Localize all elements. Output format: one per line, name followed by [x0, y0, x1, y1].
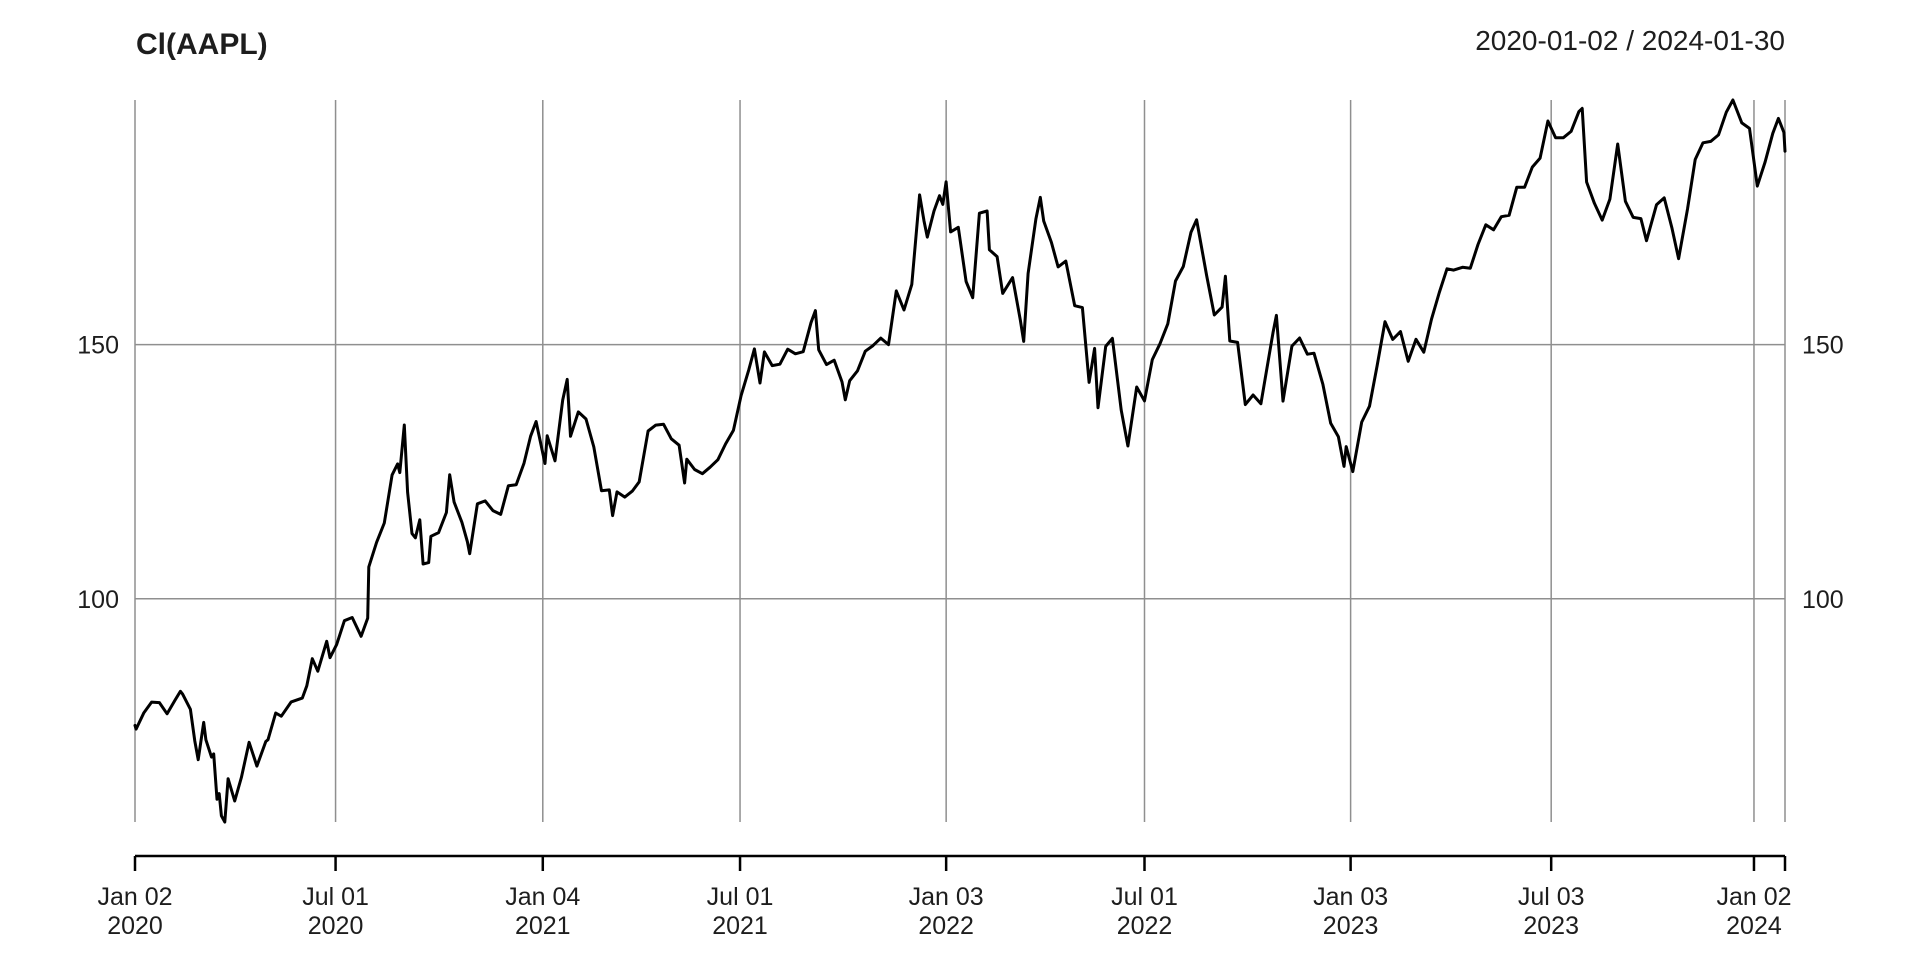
- x-tick-label-month: Jan 02: [1716, 883, 1791, 911]
- x-tick-label-year: 2022: [1117, 912, 1173, 940]
- price-line: [133, 98, 1787, 824]
- y-axis-label-left: 150: [77, 332, 119, 360]
- x-tick-label-year: 2023: [1523, 912, 1579, 940]
- x-tick-label-year: 2022: [918, 912, 974, 940]
- x-tick-label-month: Jul 01: [707, 883, 774, 911]
- y-axis-label-right: 150: [1802, 332, 1844, 360]
- y-axis-label-right: 100: [1802, 586, 1844, 614]
- x-tick-label-month: Jul 01: [302, 883, 369, 911]
- grid-layer: [134, 100, 1786, 822]
- x-tick-label-year: 2020: [107, 912, 163, 940]
- chart-title: Cl(AAPL): [136, 28, 268, 61]
- x-tick-label-month: Jan 04: [505, 883, 580, 911]
- x-tick-label-year: 2024: [1726, 912, 1782, 940]
- x-tick-label-month: Jan 02: [97, 883, 172, 911]
- x-tick-label-year: 2021: [712, 912, 768, 940]
- x-tick-label-year: 2020: [308, 912, 364, 940]
- x-tick-label-month: Jan 03: [1313, 883, 1388, 911]
- x-tick-label-month: Jul 01: [1111, 883, 1178, 911]
- x-tick-label-month: Jan 03: [909, 883, 984, 911]
- date-range-label: 2020-01-02 / 2024-01-30: [1475, 25, 1785, 56]
- price-series: [133, 98, 1787, 824]
- x-tick-label-year: 2023: [1323, 912, 1379, 940]
- y-axis-label-left: 100: [77, 586, 119, 614]
- x-axis: [133, 854, 1787, 871]
- x-tick-label-month: Jul 03: [1518, 883, 1585, 911]
- x-tick-label-year: 2021: [515, 912, 571, 940]
